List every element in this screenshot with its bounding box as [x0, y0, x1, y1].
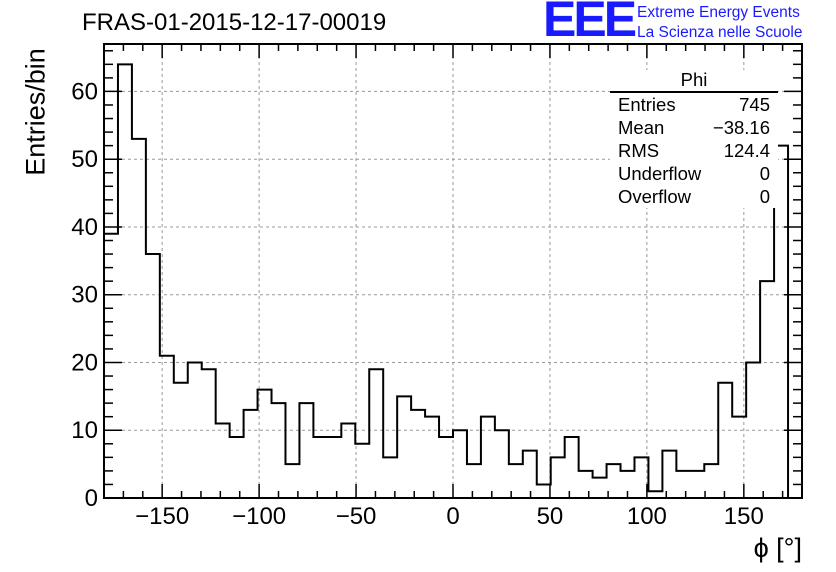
chart-title: FRAS-01-2015-12-17-00019	[82, 9, 387, 36]
stats-label: RMS	[618, 140, 660, 161]
y-tick-label: 0	[85, 485, 98, 512]
stats-row-mean: Mean −38.16	[610, 116, 778, 139]
x-tick-label: 150	[724, 503, 764, 530]
stats-value: 0	[759, 186, 770, 207]
y-axis-label: Entries/bin	[20, 48, 51, 176]
x-tick-label: 0	[446, 503, 459, 530]
stats-label: Overflow	[618, 186, 691, 207]
x-tick-label: −100	[232, 503, 286, 530]
stats-label: Mean	[618, 117, 665, 138]
logo-caption: Extreme Energy Events La Scienza nelle S…	[637, 3, 802, 43]
stats-box-title: Phi	[610, 70, 778, 93]
stats-row-overflow: Overflow 0	[610, 185, 778, 208]
stats-value: −38.16	[712, 117, 770, 138]
stats-row-rms: RMS 124.4	[610, 139, 778, 162]
stats-label: Underflow	[618, 163, 702, 184]
y-tick-label: 10	[71, 417, 98, 444]
logo-caption-line-2: La Scienza nelle Scuole	[637, 24, 803, 41]
stats-row-underflow: Underflow 0	[610, 162, 778, 185]
y-tick-label: 30	[71, 282, 98, 309]
eee-logo: EEE	[543, 0, 637, 47]
stats-value: 0	[759, 163, 770, 184]
stats-row-entries: Entries 745	[610, 93, 778, 116]
y-tick-label: 50	[71, 146, 98, 173]
x-tick-label: 50	[537, 503, 564, 530]
histogram-series-line	[103, 63, 802, 499]
stats-value: 745	[739, 94, 770, 115]
y-tick-label: 20	[71, 349, 98, 376]
stats-value: 124.4	[723, 140, 770, 161]
x-tick-label: 100	[627, 503, 667, 530]
stats-box: Phi Entries 745 Mean −38.16 RMS 124.4 Un…	[610, 70, 778, 208]
x-tick-label: −50	[336, 503, 377, 530]
logo-caption-line-1: Extreme Energy Events	[637, 4, 800, 21]
y-tick-label: 40	[71, 214, 98, 241]
y-tick-label: 60	[71, 78, 98, 105]
x-axis-label: ϕ [°]	[753, 533, 802, 563]
stats-label: Entries	[618, 94, 676, 115]
x-tick-label: −150	[135, 503, 189, 530]
